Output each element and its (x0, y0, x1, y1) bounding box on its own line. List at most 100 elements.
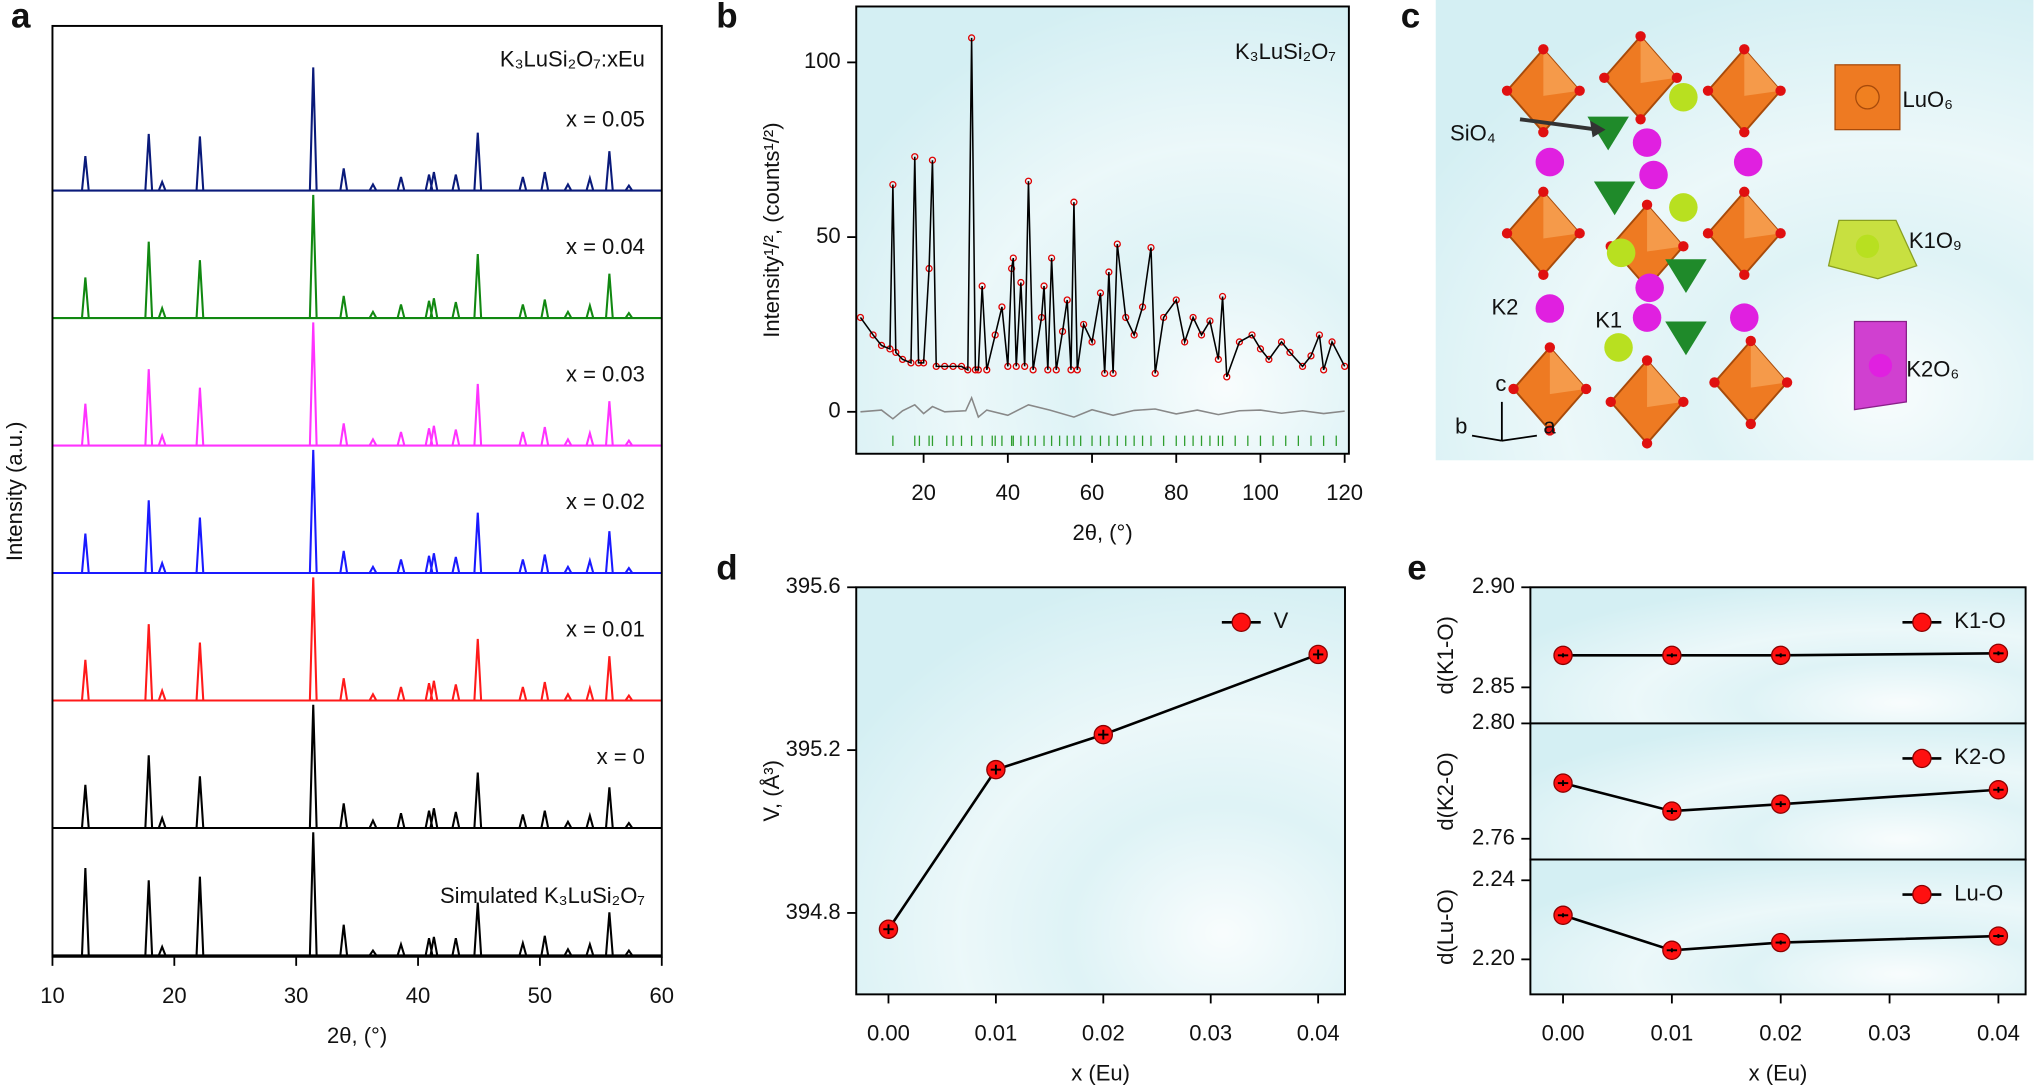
peak (195, 776, 205, 829)
peak (144, 880, 154, 956)
peak (144, 241, 154, 319)
peak (396, 686, 406, 701)
observed-point (898, 355, 907, 364)
y-tick-label: 2.24 (1472, 866, 1515, 891)
peak (195, 876, 205, 956)
oxygen (1574, 85, 1585, 96)
x-tick-label: 80 (1164, 480, 1189, 505)
data-line (1562, 781, 1999, 813)
peak (563, 564, 573, 574)
x-axis-title: 2θ, (°) (327, 1023, 387, 1048)
observed-point (1235, 338, 1244, 346)
peak (473, 132, 483, 191)
axis-letter: b (1455, 414, 1467, 439)
peak (339, 295, 349, 319)
observed-point (1341, 362, 1349, 371)
peak (368, 309, 378, 319)
peak (429, 680, 439, 701)
oxygen (1544, 425, 1556, 436)
octahedron-face (1543, 49, 1580, 96)
peak (308, 449, 318, 574)
peak (144, 624, 154, 701)
y-tick-label: 395.6 (786, 573, 841, 598)
plot-frame (855, 586, 1346, 996)
legend-label: K1-O (1954, 608, 2005, 633)
peak (540, 299, 550, 319)
peak (368, 182, 378, 192)
peak (80, 403, 90, 446)
k2-atom (1632, 128, 1662, 157)
peak (624, 311, 634, 319)
peak (368, 564, 378, 574)
oxygen (1605, 396, 1616, 408)
series-label: x = 0.01 (566, 616, 645, 641)
observed-point (1298, 362, 1307, 371)
y-tick-label: 2.90 (1472, 573, 1515, 598)
peak (396, 304, 406, 319)
octahedron-face (1640, 36, 1677, 83)
peak (339, 423, 349, 446)
structure-label: K2O₆ (1906, 357, 1959, 382)
observed-point (1248, 331, 1256, 339)
peak (518, 304, 528, 319)
legend-marker (1231, 612, 1252, 633)
peak (451, 301, 461, 319)
structure-label: SiO₄ (1450, 121, 1496, 146)
y-axis-title: d(K1-O) (1433, 616, 1458, 694)
octahedron-face (1744, 49, 1781, 96)
y-axis-title: d(K2-O) (1433, 752, 1458, 830)
peak (80, 659, 90, 701)
data-line (1562, 914, 1999, 952)
x-tick-label: 0.04 (1297, 1020, 1340, 1045)
oxygen (1739, 44, 1750, 55)
oxygen (1781, 377, 1793, 388)
peak (368, 948, 378, 957)
annotation: K₃LuSi₂O₇ (1235, 39, 1336, 64)
peak (451, 938, 461, 956)
x-tick-label: 0.00 (1542, 1020, 1585, 1045)
peak (518, 559, 528, 574)
peak (585, 301, 595, 319)
peak (339, 803, 349, 829)
peak (144, 500, 154, 574)
annotation: K₃LuSi₂O₇:xEu (500, 47, 645, 72)
peak (157, 304, 167, 319)
k1-atom (1669, 82, 1698, 112)
series-label: x = 0.05 (566, 106, 645, 131)
legend-marker (1912, 612, 1932, 633)
observed-point (1328, 338, 1336, 346)
octahedron-face (1744, 191, 1781, 239)
oxygen (1641, 438, 1653, 449)
peak (624, 566, 634, 574)
peak (157, 432, 167, 446)
peak (144, 369, 154, 446)
peak (604, 151, 614, 191)
peak (563, 309, 573, 319)
k2-atom (1635, 273, 1664, 303)
plot-frame (1529, 858, 2027, 996)
peak (563, 182, 573, 192)
x-tick-label: 0.01 (974, 1020, 1017, 1045)
tetrahedron (1665, 321, 1707, 356)
y-tick-label: 2.76 (1472, 825, 1515, 850)
observed-point (1256, 345, 1265, 353)
peak (339, 550, 349, 574)
series-label: Simulated K₃LuSi₂O₇ (440, 883, 645, 908)
peak (540, 171, 550, 191)
peak (451, 811, 461, 829)
peak (195, 517, 205, 574)
peak (518, 431, 528, 446)
peak (157, 559, 167, 574)
oxygen (1745, 418, 1756, 430)
series-label: x = 0.03 (566, 361, 645, 386)
observed-point (1189, 313, 1197, 322)
legend-marker (1912, 884, 1932, 905)
structure-label: K2 (1491, 294, 1518, 319)
peak (604, 912, 614, 956)
peak (451, 556, 461, 574)
peak (396, 431, 406, 446)
peak (429, 425, 439, 446)
observed-point (1265, 355, 1273, 364)
x-tick-label: 0.03 (1868, 1020, 1911, 1045)
peak (396, 940, 406, 956)
